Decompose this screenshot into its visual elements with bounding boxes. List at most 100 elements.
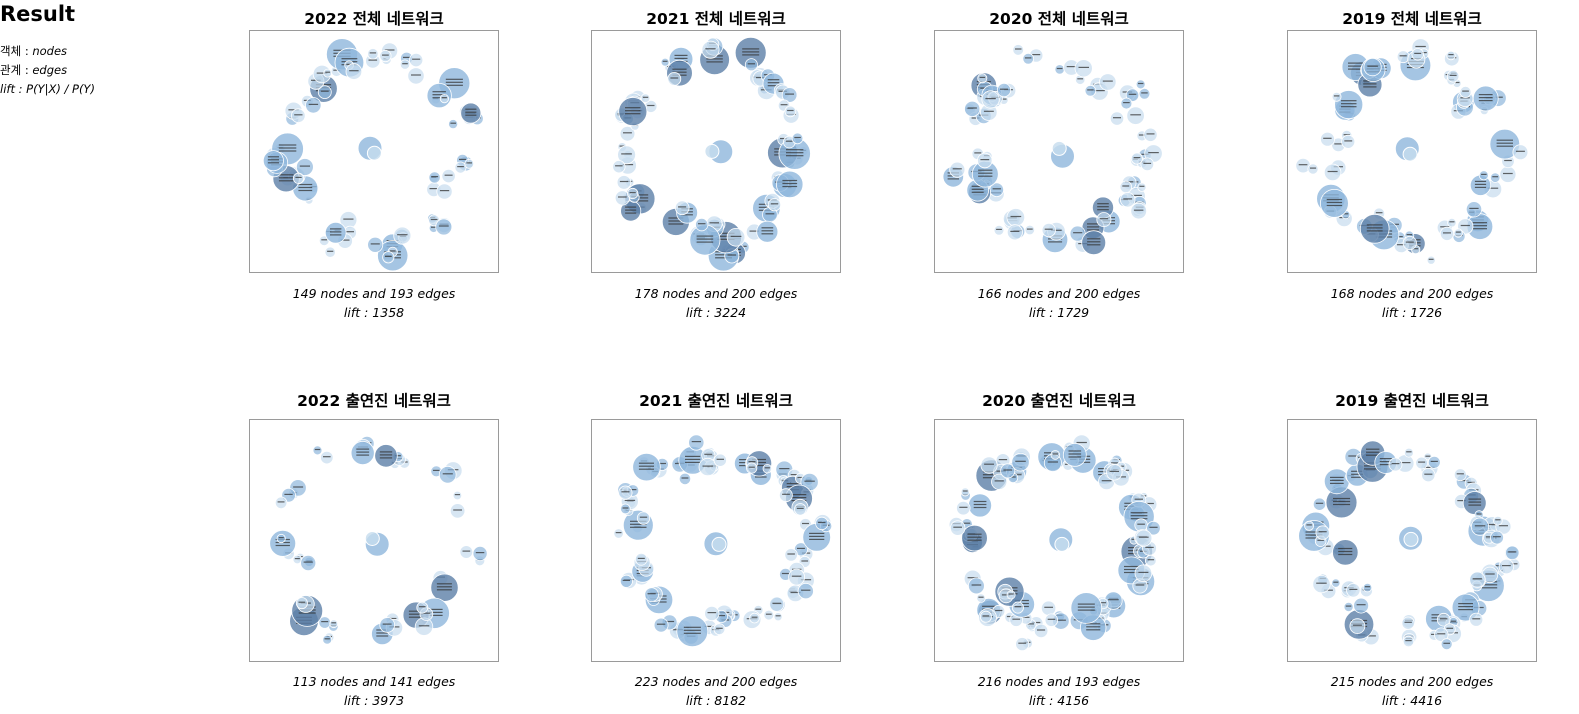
node-label-mark [277, 501, 285, 503]
node-label-mark [411, 74, 421, 76]
node-label-mark [1138, 571, 1149, 573]
node-label-mark [982, 477, 1001, 479]
node-label-mark [782, 182, 798, 185]
node-label-mark [1298, 164, 1308, 166]
node-label-mark [717, 232, 735, 234]
node-label-mark [425, 608, 443, 610]
network-node [1006, 208, 1026, 227]
node-label-mark [475, 552, 485, 554]
node-label-mark [1149, 526, 1158, 528]
node-label-mark [1502, 565, 1511, 567]
node-label-mark [786, 149, 804, 151]
node-label-mark [672, 68, 687, 70]
node-label-mark [647, 593, 656, 595]
node-label-mark [1032, 621, 1041, 624]
network-node [791, 132, 804, 145]
node-label-mark [1472, 228, 1487, 230]
panel-summary: 178 nodes and 200 edges [634, 286, 798, 301]
node-label-mark [1338, 550, 1353, 553]
node-label-mark [1124, 568, 1139, 571]
node-label-mark [1366, 224, 1383, 226]
node-label-mark [324, 638, 330, 640]
node-label-mark [967, 107, 977, 109]
network-node [1388, 457, 1403, 472]
network-node [1315, 525, 1330, 540]
node-label-mark [973, 506, 987, 509]
node-label-mark [1135, 584, 1145, 586]
node-label-mark [947, 178, 959, 180]
node-label-mark [994, 480, 1004, 482]
node-label-mark [621, 491, 630, 493]
node-label-mark [278, 180, 294, 182]
node-label-mark [1431, 614, 1447, 616]
network-node [619, 574, 633, 588]
node-label-mark [1131, 194, 1142, 196]
network-node [439, 93, 449, 104]
network-node [323, 68, 333, 78]
node-label-mark [438, 225, 449, 227]
node-label-mark [1431, 633, 1438, 635]
node-label-mark [433, 469, 440, 471]
node-label-mark [1341, 103, 1357, 105]
network-node [977, 73, 988, 84]
network-node [1401, 616, 1415, 630]
network-node [1402, 635, 1415, 648]
node-label-mark [1406, 451, 1412, 453]
network-node [1446, 50, 1456, 61]
node-label-mark [267, 162, 279, 164]
node-label-mark [755, 476, 767, 478]
panel-summary: 166 nodes and 200 edges [977, 286, 1141, 301]
node-label-mark [1504, 159, 1512, 162]
node-label-mark [1379, 458, 1392, 460]
network-node [274, 496, 288, 510]
result-title: Result [0, 2, 76, 26]
network-node [407, 67, 425, 85]
node-label-mark [1018, 642, 1027, 644]
node-label-mark [439, 190, 450, 192]
network-node [950, 520, 966, 536]
network-node [1096, 212, 1112, 228]
node-label-mark [979, 76, 986, 78]
network-node [1054, 64, 1065, 75]
network-node [262, 150, 284, 172]
node-label-mark [1077, 609, 1095, 611]
network-node [660, 57, 670, 67]
network-node [324, 246, 336, 258]
node-label-mark [786, 152, 804, 154]
node-label-mark [1468, 504, 1482, 506]
node-label-mark [1493, 536, 1501, 538]
network-node [1498, 558, 1515, 575]
network-node [674, 200, 690, 216]
panel-lift: lift : 1729 [1028, 305, 1090, 320]
node-label-mark [971, 188, 984, 190]
network-node [1478, 170, 1489, 181]
panel-summary: 149 nodes and 193 edges [292, 286, 456, 301]
network-node [1505, 545, 1520, 561]
network-node [1403, 531, 1419, 547]
node-label-mark [629, 192, 636, 194]
network-node [1135, 79, 1146, 90]
network-node [949, 161, 966, 178]
node-label-mark [765, 613, 772, 615]
node-label-mark [1137, 523, 1145, 525]
node-label-mark [1397, 244, 1406, 246]
network-node [414, 617, 434, 636]
node-label-mark [1430, 460, 1438, 462]
node-label-mark [752, 461, 766, 464]
node-label-mark [998, 459, 1008, 461]
network-node [1099, 73, 1117, 91]
network-node [1499, 165, 1517, 183]
node-label-mark [1348, 68, 1363, 70]
node-label-mark [801, 560, 809, 562]
network-node [993, 225, 1005, 236]
network-node [634, 553, 648, 566]
network-node [618, 97, 648, 127]
network-node [704, 143, 720, 159]
network-node [1440, 638, 1453, 651]
node-label-mark [1479, 587, 1498, 589]
node-label-mark [1130, 518, 1148, 520]
network-node [269, 530, 297, 557]
node-label-mark [978, 175, 993, 177]
node-label-mark [1087, 89, 1094, 91]
node-label-mark [436, 583, 452, 585]
